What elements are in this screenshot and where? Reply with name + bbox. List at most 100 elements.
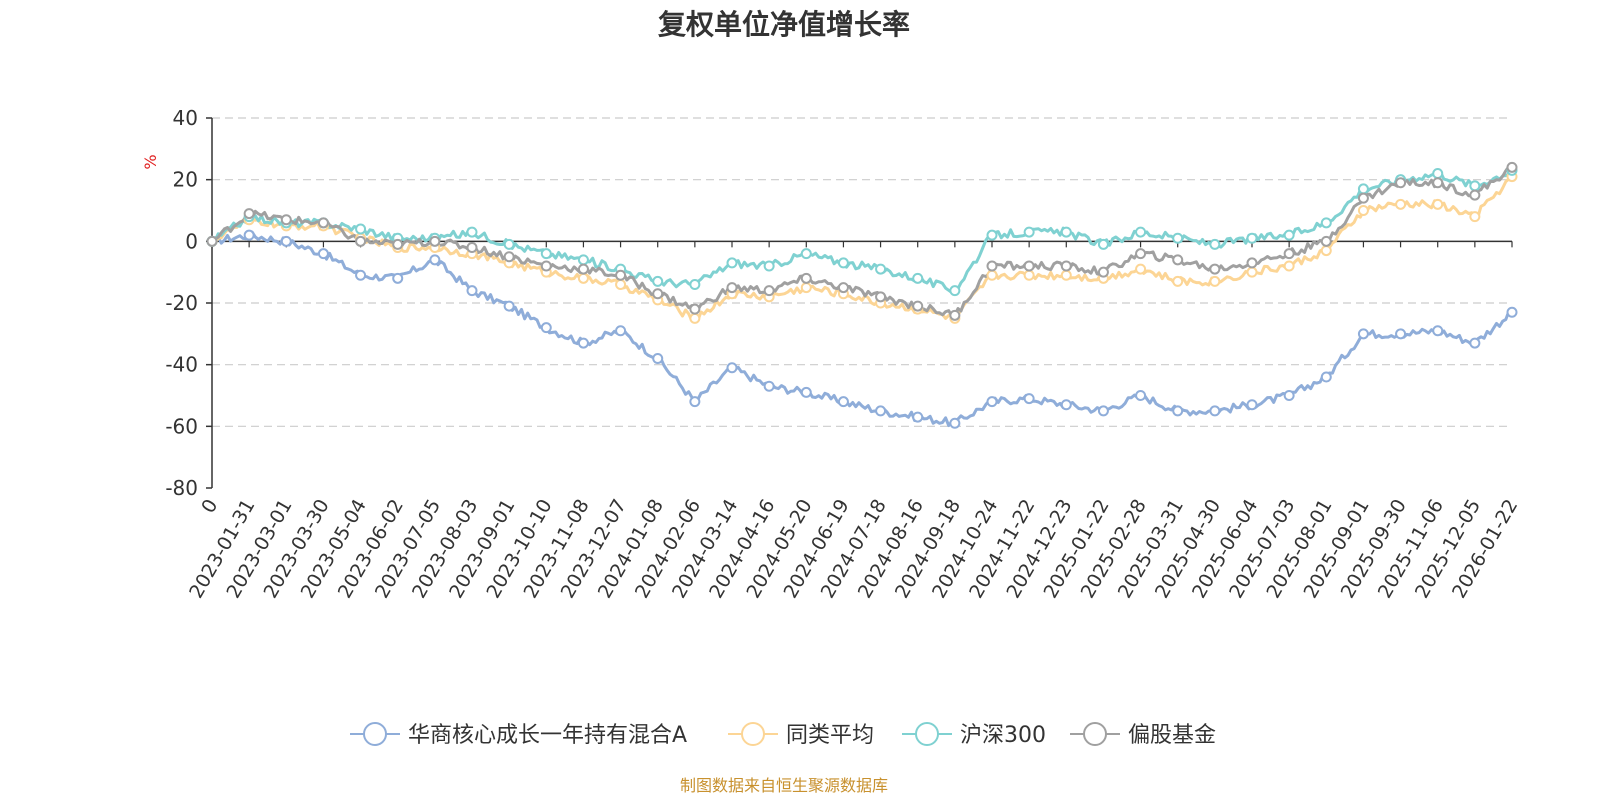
series-line-0 xyxy=(210,230,1513,428)
series-0-point-34 xyxy=(1469,337,1481,349)
series-3-point-5 xyxy=(392,238,404,250)
series-line-2 xyxy=(211,169,1514,295)
series-3-point-23 xyxy=(1060,260,1072,272)
series-3-point-34 xyxy=(1469,189,1481,201)
series-0-point-24 xyxy=(1097,405,1109,417)
series-2-point-25 xyxy=(1135,226,1147,238)
series-3-point-25 xyxy=(1135,248,1147,260)
series-3-point-9 xyxy=(540,260,552,272)
source-note: 制图数据来自恒生聚源数据库 xyxy=(680,776,888,795)
series-3-point-28 xyxy=(1246,257,1258,269)
series-1-point-30 xyxy=(1320,245,1332,257)
y-tick-label-5: -60 xyxy=(165,414,198,438)
series-2-point-21 xyxy=(986,229,998,241)
series-3-point-24 xyxy=(1097,266,1109,278)
grid-lines xyxy=(212,117,1512,427)
series-0-point-8 xyxy=(503,300,515,312)
series-0-point-3 xyxy=(317,248,329,260)
series-3-point-11 xyxy=(615,269,627,281)
series-1-point-28 xyxy=(1246,266,1258,278)
series-2-point-30 xyxy=(1320,217,1332,229)
series-0-point-6 xyxy=(429,254,441,266)
series-2-point-12 xyxy=(652,275,664,287)
legend-label-3: 偏股基金 xyxy=(1128,723,1216,748)
series-3-point-2 xyxy=(280,214,292,226)
series-2-point-4 xyxy=(355,223,367,235)
series-3-point-27 xyxy=(1209,263,1221,275)
series-2-point-15 xyxy=(763,260,775,272)
series-0-point-18 xyxy=(875,405,887,417)
series-3-point-18 xyxy=(875,291,887,303)
series-3-point-31 xyxy=(1357,192,1369,204)
series-3-point-1 xyxy=(243,208,255,220)
series-0-point-5 xyxy=(392,272,404,284)
series-2-point-31 xyxy=(1357,183,1369,195)
legend-marker-1 xyxy=(741,722,765,746)
series-0-point-15 xyxy=(763,380,775,392)
series-0-point-32 xyxy=(1395,328,1407,340)
series-3-point-8 xyxy=(503,251,515,263)
legend-item-2[interactable]: 沪深300 xyxy=(902,722,1046,748)
series-0-point-12 xyxy=(652,353,664,364)
y-tick-label-3: -20 xyxy=(165,291,198,315)
series-0-point-16 xyxy=(800,386,812,398)
series-3-point-26 xyxy=(1172,254,1184,266)
series-0-point-30 xyxy=(1320,371,1332,383)
y-tick-label-4: -40 xyxy=(165,353,198,377)
series-2-point-26 xyxy=(1172,232,1184,244)
legend-marker-0 xyxy=(363,722,387,746)
series-3-point-12 xyxy=(652,288,664,300)
series-1-point-32 xyxy=(1395,198,1407,210)
series-0-point-17 xyxy=(837,396,849,408)
chart-title: 复权单位净值增长率 xyxy=(658,8,910,41)
series-0-point-31 xyxy=(1357,328,1369,340)
series-2-point-20 xyxy=(949,285,961,297)
y-tick-labels: 40 20 0 -20 -40 -60 -80 xyxy=(165,106,198,500)
legend-item-0[interactable]: 华商核心成长一年持有混合A xyxy=(350,722,687,748)
series-3-point-10 xyxy=(577,263,589,275)
series-1-point-22 xyxy=(1023,269,1035,281)
series-0-point-14 xyxy=(726,362,738,374)
series-1-point-29 xyxy=(1283,260,1295,272)
series-2-point-17 xyxy=(837,257,849,269)
y-tick-label-1: 20 xyxy=(173,168,198,192)
series-1-point-10 xyxy=(577,272,589,284)
series-0-point-22 xyxy=(1023,393,1035,405)
legend[interactable]: 华商核心成长一年持有混合A 同类平均 沪深300 偏股基金 xyxy=(350,722,1216,748)
series-2-point-16 xyxy=(800,248,812,260)
series-1-point-33 xyxy=(1432,198,1444,210)
series-0-point-20 xyxy=(949,417,961,429)
series-0-point-21 xyxy=(986,396,998,408)
series-0-point-13 xyxy=(689,396,701,408)
series-2-point-34 xyxy=(1469,180,1481,192)
x-tick-label-0: 0 xyxy=(197,496,222,517)
series-2-point-22 xyxy=(1023,226,1035,238)
series-lines xyxy=(210,164,1514,428)
series-2-point-18 xyxy=(875,263,887,275)
series-1-point-16 xyxy=(800,282,812,294)
series-3-point-3 xyxy=(317,217,329,229)
series-0-point-4 xyxy=(355,269,367,281)
series-0-point-29 xyxy=(1283,390,1295,401)
legend-item-3[interactable]: 偏股基金 xyxy=(1070,722,1216,748)
y-tick-label-6: -80 xyxy=(165,476,198,500)
series-1-point-26 xyxy=(1172,275,1184,287)
series-1-point-27 xyxy=(1209,275,1221,287)
y-tick-label-2: 0 xyxy=(185,229,198,253)
legend-marker-3 xyxy=(1083,722,1107,746)
series-3-point-13 xyxy=(689,303,701,315)
series-3-point-32 xyxy=(1395,177,1407,189)
legend-label-1: 同类平均 xyxy=(786,723,874,748)
legend-item-1[interactable]: 同类平均 xyxy=(728,722,874,748)
legend-label-2: 沪深300 xyxy=(960,723,1046,748)
series-2-point-23 xyxy=(1060,226,1072,238)
y-axis-label: % xyxy=(141,154,160,169)
series-0-point-27 xyxy=(1209,405,1221,417)
y-tick-label-0: 40 xyxy=(173,106,198,130)
series-0-point-2 xyxy=(280,235,292,247)
series-3-point-22 xyxy=(1023,260,1035,272)
series-0-point-26 xyxy=(1172,405,1184,417)
series-2-point-24 xyxy=(1097,238,1109,250)
series-3-point-29 xyxy=(1283,248,1295,260)
